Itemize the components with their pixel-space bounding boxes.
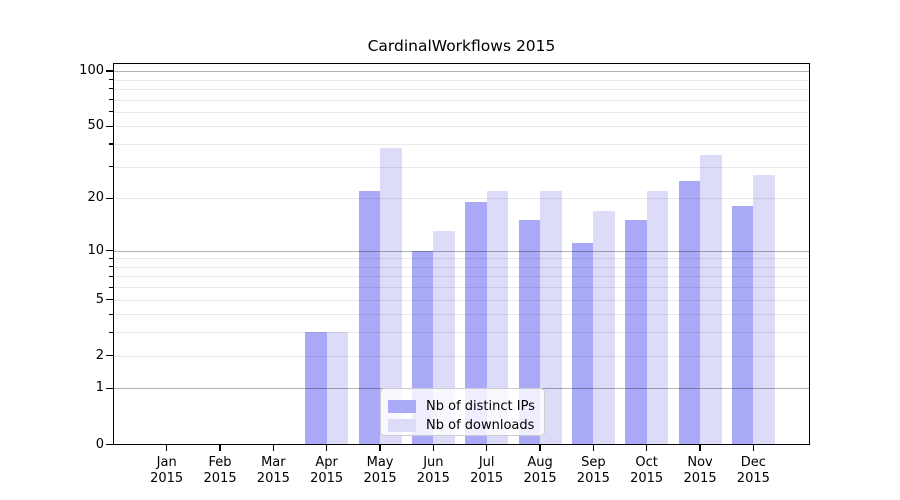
gridline-minor-60 xyxy=(113,111,810,113)
y-minor-tick-mark-20 xyxy=(109,197,113,199)
y-tick-label-0: 0 xyxy=(95,436,104,452)
x-tick-mark-jan-2015 xyxy=(166,444,168,451)
y-minor-tick-mark-5 xyxy=(109,298,113,301)
bar-nb-of-downloads-dec-2015 xyxy=(753,174,775,445)
gridline-minor-50 xyxy=(113,126,810,128)
gridline-minor-8 xyxy=(113,266,810,268)
legend: Nb of distinct IPs Nb of downloads xyxy=(380,388,545,436)
gridline-major-10 xyxy=(113,250,810,252)
bar-nb-of-distinct-ips-may-2015 xyxy=(358,190,381,445)
y-tick-mark-1 xyxy=(106,387,113,390)
gridline-minor-90 xyxy=(113,79,810,81)
gridline-minor-3 xyxy=(113,332,810,334)
y-minor-tick-mark-90 xyxy=(109,78,113,81)
y-tick-label-2: 2 xyxy=(95,347,104,363)
chart-title: CardinalWorkflows 2015 xyxy=(367,37,556,55)
gridline-minor-5 xyxy=(113,299,810,301)
bar-nb-of-distinct-ips-sep-2015 xyxy=(571,243,594,445)
gridline-minor-30 xyxy=(113,166,810,168)
x-tick-mark-mar-2015 xyxy=(272,444,275,451)
x-tick-mark-dec-2015 xyxy=(752,444,755,451)
y-tick-label-100: 100 xyxy=(79,63,104,79)
bar-nb-of-downloads-oct-2015 xyxy=(646,190,669,445)
x-tick-mark-feb-2015 xyxy=(219,444,221,451)
y-tick-mark-0 xyxy=(106,443,113,446)
x-tick-label-dec-2015: Dec 2015 xyxy=(736,454,770,487)
legend-swatch-downloads-icon xyxy=(388,419,416,432)
gridline-major-100 xyxy=(113,71,810,73)
plot-area: Nb of distinct IPs Nb of downloads xyxy=(113,63,810,445)
bar-nb-of-distinct-ips-dec-2015 xyxy=(731,206,754,445)
y-minor-tick-mark-8 xyxy=(109,266,113,268)
y-tick-mark-10 xyxy=(106,249,113,252)
gridline-minor-2 xyxy=(113,355,810,357)
x-tick-label-mar-2015: Mar 2015 xyxy=(256,454,290,487)
bar-nb-of-downloads-nov-2015 xyxy=(700,154,722,445)
y-minor-tick-mark-50 xyxy=(109,125,113,127)
gridline-minor-7 xyxy=(113,276,810,278)
x-tick-mark-aug-2015 xyxy=(539,444,541,451)
x-tick-mark-oct-2015 xyxy=(646,444,648,451)
bars-layer xyxy=(113,63,810,445)
bar-nb-of-downloads-aug-2015 xyxy=(540,190,562,445)
x-tick-label-feb-2015: Feb 2015 xyxy=(203,454,237,487)
y-tick-label-1: 1 xyxy=(95,380,104,396)
y-minor-tick-mark-4 xyxy=(109,313,113,315)
y-minor-tick-mark-40 xyxy=(109,143,113,145)
y-minor-tick-mark-2 xyxy=(109,355,113,357)
y-tick-label-5: 5 xyxy=(95,291,104,307)
y-tick-label-20: 20 xyxy=(87,190,104,206)
y-tick-label-10: 10 xyxy=(87,242,104,258)
gridline-minor-6 xyxy=(113,287,810,289)
y-minor-tick-mark-30 xyxy=(109,166,113,168)
x-tick-label-sep-2015: Sep 2015 xyxy=(576,454,610,487)
y-minor-tick-mark-60 xyxy=(109,111,113,113)
bar-nb-of-downloads-jul-2015 xyxy=(486,190,509,445)
gridline-minor-40 xyxy=(113,144,810,145)
gridline-minor-80 xyxy=(113,88,810,90)
bar-nb-of-downloads-apr-2015 xyxy=(326,332,349,445)
y-tick-mark-100 xyxy=(106,70,113,72)
y-minor-tick-mark-7 xyxy=(109,275,113,277)
x-tick-mark-apr-2015 xyxy=(326,444,328,451)
gridline-minor-20 xyxy=(113,198,810,200)
y-minor-tick-mark-3 xyxy=(109,331,113,333)
x-tick-label-jan-2015: Jan 2015 xyxy=(150,454,184,487)
x-tick-label-oct-2015: Oct 2015 xyxy=(630,454,664,487)
x-tick-label-apr-2015: Apr 2015 xyxy=(310,454,344,487)
gridlines-layer xyxy=(113,63,810,445)
y-tick-label-50: 50 xyxy=(87,118,104,134)
x-tick-label-jun-2015: Jun 2015 xyxy=(416,454,450,487)
bar-nb-of-downloads-sep-2015 xyxy=(593,210,615,445)
gridline-minor-70 xyxy=(113,99,810,101)
y-minor-tick-mark-80 xyxy=(109,88,113,90)
x-tick-mark-sep-2015 xyxy=(592,444,595,451)
x-tick-mark-jun-2015 xyxy=(432,444,435,451)
gridline-minor-9 xyxy=(113,258,810,260)
gridline-minor-4 xyxy=(113,314,810,316)
y-minor-tick-mark-6 xyxy=(109,286,113,288)
bar-nb-of-distinct-ips-apr-2015 xyxy=(305,332,327,445)
x-tick-mark-nov-2015 xyxy=(699,444,701,451)
y-minor-tick-mark-70 xyxy=(109,99,113,101)
x-tick-label-aug-2015: Aug 2015 xyxy=(523,454,557,487)
x-tick-mark-jul-2015 xyxy=(486,444,488,451)
x-tick-label-jul-2015: Jul 2015 xyxy=(470,454,504,487)
legend-swatch-distinct-ips-icon xyxy=(388,400,416,413)
bar-nb-of-distinct-ips-nov-2015 xyxy=(678,180,701,445)
legend-entry-distinct-ips: Nb of distinct IPs xyxy=(388,397,536,416)
bar-nb-of-distinct-ips-oct-2015 xyxy=(625,220,647,445)
y-minor-tick-mark-9 xyxy=(109,257,113,259)
legend-entry-downloads: Nb of downloads xyxy=(388,416,536,435)
bar-nb-of-downloads-may-2015 xyxy=(380,148,402,445)
legend-label-distinct-ips: Nb of distinct IPs xyxy=(426,398,535,414)
x-tick-mark-may-2015 xyxy=(379,444,381,451)
bar-nb-of-distinct-ips-jul-2015 xyxy=(465,202,487,445)
x-tick-label-may-2015: May 2015 xyxy=(363,454,397,487)
x-tick-label-nov-2015: Nov 2015 xyxy=(683,454,717,487)
legend-label-downloads: Nb of downloads xyxy=(426,417,535,433)
